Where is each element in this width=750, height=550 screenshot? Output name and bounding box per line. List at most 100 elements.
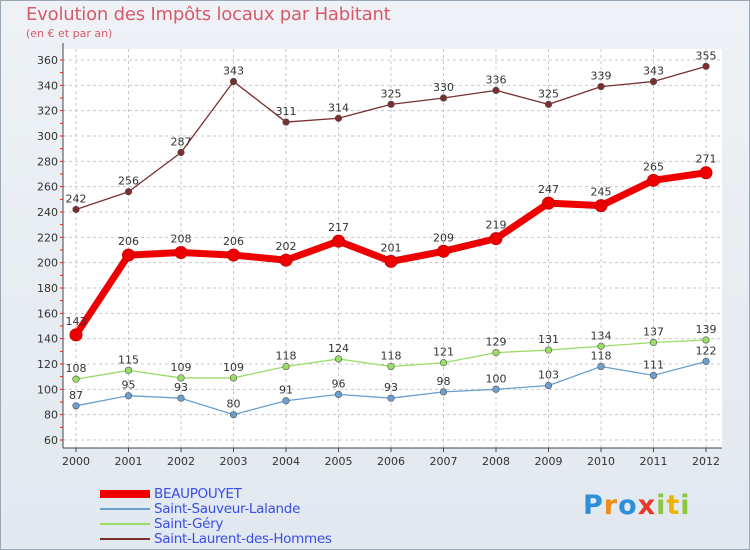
data-point — [282, 362, 290, 371]
data-label: 103 — [538, 369, 559, 382]
data-label: 98 — [437, 375, 451, 388]
legend-item: Saint-Géry — [100, 516, 420, 532]
data-point — [124, 188, 133, 196]
data-label: 121 — [433, 346, 454, 359]
data-label: 245 — [591, 186, 612, 199]
data-point — [544, 100, 553, 108]
chart-subtitle: (en € et par an) — [26, 27, 113, 40]
data-label: 206 — [118, 235, 139, 248]
data-label: 134 — [591, 329, 612, 342]
legend-label: BEAUPOUYET — [154, 486, 242, 502]
legend-item: Saint-Laurent-des-Hommes — [100, 531, 420, 547]
data-point — [334, 355, 343, 363]
data-point — [122, 248, 135, 262]
data-label: 201 — [381, 241, 402, 254]
data-label: 219 — [486, 219, 507, 232]
x-tick-label: 2008 — [482, 455, 510, 468]
x-tick-label: 2009 — [535, 455, 563, 468]
y-tick-label: 280 — [37, 155, 58, 168]
data-label: 108 — [66, 362, 87, 375]
data-label: 247 — [538, 183, 559, 196]
data-label: 109 — [223, 361, 244, 374]
data-point — [544, 381, 553, 390]
data-point — [229, 374, 238, 382]
logo-letter: x — [637, 490, 657, 521]
y-tick-label: 220 — [37, 231, 58, 244]
data-point — [387, 362, 395, 371]
data-label: 242 — [66, 192, 87, 205]
data-point — [384, 254, 398, 268]
logo-letter: P — [583, 490, 604, 521]
data-point — [332, 234, 345, 248]
y-tick-label: 300 — [37, 130, 58, 143]
data-point — [229, 411, 238, 419]
data-label: 80 — [227, 398, 241, 411]
legend-label: Saint-Sauveur-Lalande — [154, 501, 301, 517]
logo-letter: i — [680, 490, 691, 521]
data-point — [177, 374, 185, 382]
legend-swatch — [100, 508, 150, 510]
data-label: 330 — [433, 81, 454, 94]
y-tick-label: 320 — [37, 105, 58, 118]
logo-letter: r — [603, 490, 619, 521]
data-point — [334, 114, 343, 122]
y-tick-label: 180 — [37, 282, 58, 295]
data-point — [387, 394, 395, 402]
data-point — [544, 346, 553, 354]
data-point — [227, 248, 240, 262]
data-point — [439, 388, 448, 396]
data-point — [702, 357, 710, 366]
x-tick-label: 2007 — [430, 455, 458, 468]
data-point — [72, 375, 80, 383]
data-label: 208 — [171, 233, 192, 246]
data-point — [72, 205, 80, 214]
legend-item: Saint-Sauveur-Lalande — [100, 501, 420, 517]
data-point — [702, 336, 710, 344]
data-label: 109 — [171, 361, 192, 374]
data-point — [699, 166, 713, 180]
data-label: 314 — [328, 101, 349, 114]
legend-swatch — [100, 490, 150, 498]
data-label: 325 — [381, 87, 402, 100]
data-point — [174, 246, 188, 260]
chart-title: Evolution des Impôts locaux par Habitant — [26, 4, 391, 25]
data-label: 100 — [486, 372, 507, 385]
data-label: 256 — [118, 175, 139, 188]
data-point — [597, 342, 605, 350]
data-point — [649, 371, 658, 380]
data-label: 336 — [486, 73, 507, 86]
y-tick-label: 360 — [37, 54, 58, 67]
x-tick-label: 2012 — [692, 455, 720, 468]
data-point — [542, 196, 555, 210]
data-label: 87 — [69, 389, 83, 402]
data-label: 131 — [538, 333, 559, 346]
x-tick-label: 2005 — [325, 455, 353, 468]
data-label: 217 — [328, 221, 349, 234]
data-point — [647, 173, 660, 187]
y-tick-label: 240 — [37, 206, 58, 219]
data-label: 209 — [433, 231, 454, 244]
data-point — [177, 394, 185, 402]
data-label: 129 — [486, 336, 507, 349]
data-label: 139 — [696, 323, 717, 336]
x-tick-label: 2004 — [272, 455, 300, 468]
x-tick-label: 2003 — [220, 455, 248, 468]
logo-letter: o — [618, 490, 638, 521]
data-point — [229, 77, 238, 86]
data-point — [649, 77, 658, 86]
legend-label: Saint-Géry — [154, 516, 224, 532]
y-tick-label: 140 — [37, 333, 58, 346]
data-point — [597, 82, 605, 91]
data-point — [124, 392, 133, 400]
x-tick-label: 2000 — [62, 455, 90, 468]
data-label: 325 — [538, 87, 559, 100]
y-tick-label: 80 — [44, 409, 58, 422]
data-label: 143 — [66, 315, 87, 328]
data-point — [282, 118, 290, 126]
proxiti-logo: Proxiti — [583, 490, 691, 521]
data-point — [437, 244, 450, 258]
x-tick-label: 2006 — [377, 455, 405, 468]
data-label: 265 — [643, 160, 664, 173]
data-point — [279, 253, 293, 267]
